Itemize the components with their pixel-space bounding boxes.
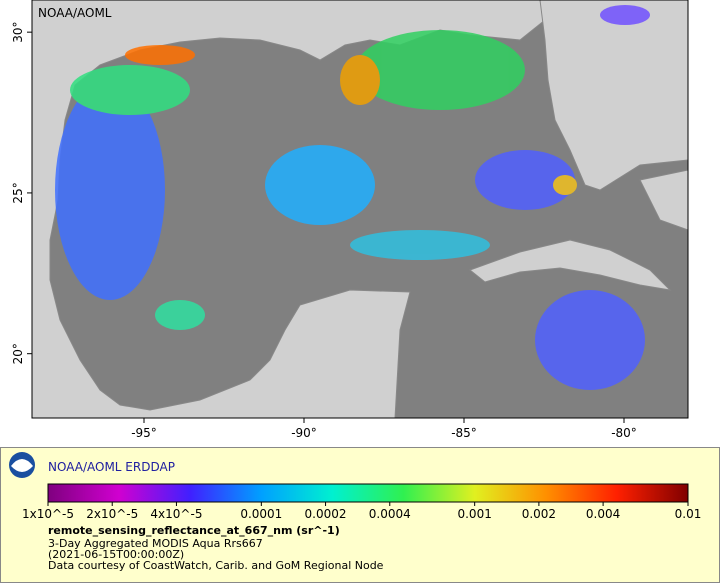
colorbar-tick-label: 0.004 (586, 507, 620, 521)
time: (2021-06-15T00:00:00Z) (48, 548, 184, 561)
patch (265, 145, 375, 225)
patch (553, 175, 577, 195)
lon-tick-label: -85° (451, 426, 477, 440)
credit: Data courtesy of CoastWatch, Carib. and … (48, 559, 384, 572)
colorbar-tick-label: 1x10^-5 (22, 507, 74, 521)
legend-panel (0, 447, 720, 583)
lat-tick-label: 30° (11, 22, 25, 43)
patch (535, 290, 645, 390)
colorbar-tick-label: 0.001 (457, 507, 491, 521)
lon-tick-label: -90° (291, 426, 317, 440)
reflectance-patches (55, 5, 650, 390)
variable: remote_sensing_reflectance_at_667_nm (sr… (48, 524, 340, 537)
map-frame (31, 0, 689, 419)
patch (55, 80, 165, 300)
lon-tick-label: -95° (131, 426, 157, 440)
colorbar-tick-label: 0.0004 (369, 507, 411, 521)
patch (600, 5, 650, 25)
colorbar-tick-label: 0.0001 (240, 507, 282, 521)
lat-tick-label: 25° (11, 182, 25, 203)
patch (355, 30, 525, 110)
lat-tick-label: 20° (11, 343, 25, 364)
colorbar-tick-label: 4x10^-5 (150, 507, 202, 521)
colorbar-tick-label: 0.0002 (305, 507, 347, 521)
patch (475, 150, 575, 210)
patch (70, 65, 190, 115)
corner-label: NOAA/AOML (38, 6, 112, 20)
patch (125, 45, 195, 65)
dataset: 3-Day Aggregated MODIS Aqua Rrs667 (48, 537, 263, 550)
land-cuba (468, 239, 672, 291)
colorbar-tick-label: 0.002 (522, 507, 556, 521)
colorbar-tick-label: 0.01 (675, 507, 702, 521)
patch (350, 230, 490, 260)
lon-tick-label: -80° (611, 426, 637, 440)
noaa-logo-bird (11, 459, 33, 472)
map-area: NOAA/AOML (31, 0, 689, 419)
legend-title: NOAA/AOML ERDDAP (48, 460, 175, 474)
patch (340, 55, 380, 105)
patch (155, 300, 205, 330)
colorbar (47, 483, 689, 503)
colorbar-tick-label: 2x10^-5 (86, 507, 138, 521)
